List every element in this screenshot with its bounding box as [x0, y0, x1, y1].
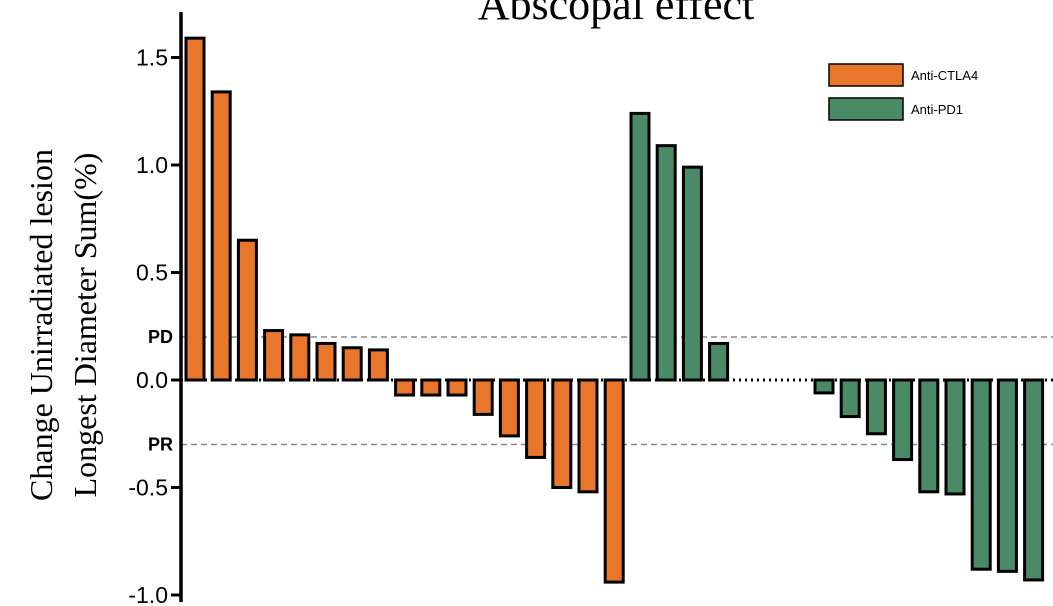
bars	[184, 36, 1045, 584]
anti-ctla4-bar	[367, 348, 389, 382]
anti-ctla4-bar	[341, 346, 363, 382]
y-tick-label: -0.5	[128, 475, 168, 501]
anti-pd1-bar	[655, 144, 677, 382]
y-axis: 1.5 1.0 0.5 0.0 -0.5 -1.0	[128, 12, 183, 606]
anti-pd1-bar	[629, 111, 651, 382]
pd-reference-label: PD	[148, 327, 173, 347]
anti-pd1-bar	[839, 378, 861, 419]
anti-ctla4-bar	[498, 378, 520, 438]
legend-swatch-anti-ctla4	[828, 63, 904, 87]
anti-ctla4-bar	[394, 378, 416, 397]
legend-label-anti-ctla4: Anti-CTLA4	[911, 68, 978, 83]
anti-pd1-bar	[892, 378, 914, 462]
anti-pd1-bar	[970, 378, 992, 571]
y-axis-title-line1: Change Unirradiated lesion	[23, 149, 59, 501]
anti-ctla4-bar	[315, 341, 337, 382]
pr-reference-label: PR	[148, 435, 173, 455]
y-tick-label: 1.5	[136, 45, 168, 71]
anti-pd1-bar	[708, 341, 730, 382]
anti-pd1-bar	[918, 378, 940, 494]
legend-swatch-anti-pd1	[828, 97, 904, 121]
anti-ctla4-bar	[184, 36, 206, 382]
anti-ctla4-bar	[263, 329, 285, 382]
y-axis-title: Change Unirradiated lesion Longest Diame…	[23, 149, 103, 501]
anti-pd1-bar	[813, 378, 835, 395]
anti-pd1-bar	[944, 378, 966, 496]
y-tick-label: -1.0	[128, 582, 168, 606]
chart-title: Abscopal effect	[478, 0, 755, 29]
y-tick-label: 1.0	[136, 152, 168, 178]
y-tick-label: 0.5	[136, 260, 168, 286]
anti-ctla4-bar	[525, 378, 547, 459]
anti-ctla4-bar	[420, 378, 442, 397]
legend-label-anti-pd1: Anti-PD1	[911, 102, 963, 117]
anti-pd1-bar	[681, 165, 703, 382]
anti-ctla4-bar	[236, 238, 258, 382]
anti-pd1-bar	[1023, 378, 1045, 582]
anti-ctla4-bar	[577, 378, 599, 494]
anti-ctla4-bar	[551, 378, 573, 489]
anti-ctla4-bar	[289, 333, 311, 382]
anti-ctla4-bar	[472, 378, 494, 416]
anti-ctla4-bar	[210, 90, 232, 382]
anti-pd1-bar	[996, 378, 1018, 573]
y-axis-title-line2: Longest Diameter Sum(%)	[67, 153, 103, 498]
y-tick-label: 0.0	[136, 367, 168, 393]
anti-ctla4-bar	[446, 378, 468, 397]
anti-pd1-bar	[865, 378, 887, 436]
legend: Anti-CTLA4 Anti-PD1	[828, 63, 978, 121]
anti-ctla4-bar	[603, 378, 625, 584]
